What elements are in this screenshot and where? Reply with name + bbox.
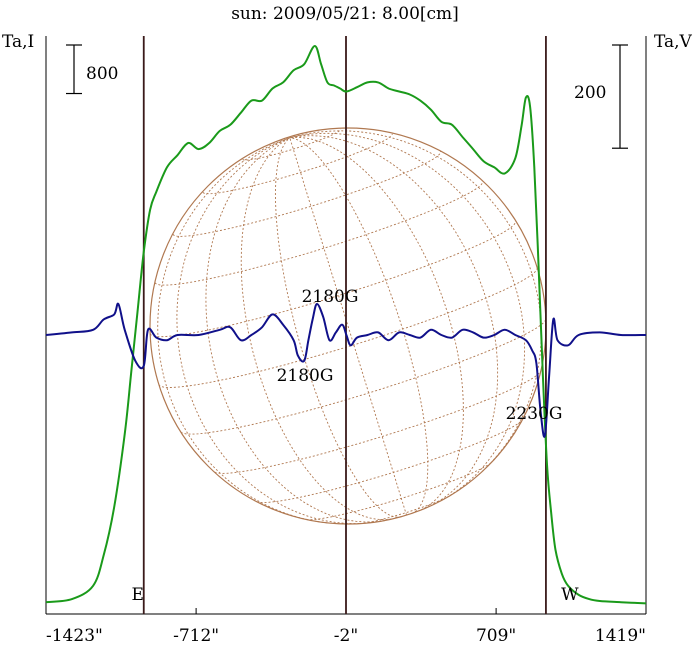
latitude-line (214, 371, 541, 474)
text-layer: 800 200 sun: 2009/05/21: 8.00[cm] Ta,I Ta,V -… (2, 4, 693, 646)
longitude-line (289, 137, 407, 516)
limb-label-w: W (561, 585, 579, 605)
longitude-line (205, 137, 386, 523)
sun-limb-circle (149, 127, 547, 525)
scale-bar-i: 800 (66, 44, 118, 95)
latitude-line (202, 133, 393, 195)
latitude-line (172, 151, 442, 237)
chart-title: sun: 2009/05/21: 8.00[cm] (231, 4, 459, 24)
scale-bar-v-label: 200 (574, 83, 606, 103)
series-layer (45, 44, 647, 605)
x-tick-label: 1419" (595, 626, 646, 646)
longitude-line (289, 132, 526, 502)
scale-bar-i-label: 800 (86, 64, 118, 84)
latitude-line (180, 319, 547, 435)
longitude-line (289, 135, 499, 508)
longitude-line (157, 137, 328, 524)
scale-bar-v: 200 (574, 44, 628, 149)
x-tick-label: 709" (476, 626, 516, 646)
limb-label-e: E (132, 585, 144, 605)
longitude-line (289, 136, 464, 511)
annotation-label: 2230G (506, 404, 563, 424)
x-tick-label: -2" (334, 626, 358, 646)
sun-disk (149, 127, 547, 525)
annotation-label: 2180G (302, 287, 359, 307)
limb-lines (142, 36, 547, 614)
x-tick-label: -1423" (46, 626, 103, 646)
longitude-line (274, 137, 402, 518)
x-tick-label: -712" (173, 626, 219, 646)
annotation-label: 2180G (277, 366, 334, 386)
intensity-i-line (45, 44, 647, 605)
longitude-line (240, 137, 392, 521)
latitude-line (149, 220, 517, 338)
latitude-line (242, 129, 342, 161)
right-axis-label: Ta,V (654, 32, 693, 52)
longitude-line (176, 137, 372, 525)
longitude-line (289, 137, 429, 514)
stokes-v-line (45, 302, 647, 438)
left-axis-label: Ta,I (2, 32, 34, 52)
